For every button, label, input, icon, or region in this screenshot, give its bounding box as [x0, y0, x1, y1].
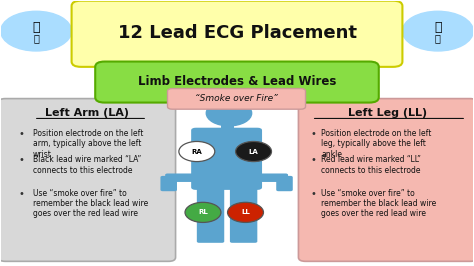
Text: “Smoke over Fire”: “Smoke over Fire” — [195, 94, 278, 103]
FancyBboxPatch shape — [165, 173, 199, 182]
FancyBboxPatch shape — [276, 176, 293, 191]
Text: Left Leg (LL): Left Leg (LL) — [348, 108, 428, 118]
Text: Limb Electrodes & Lead Wires: Limb Electrodes & Lead Wires — [138, 76, 336, 88]
FancyBboxPatch shape — [230, 185, 257, 243]
FancyBboxPatch shape — [0, 99, 175, 261]
FancyBboxPatch shape — [299, 99, 474, 261]
Text: •: • — [310, 129, 316, 139]
Text: Use “smoke over fire” to
remember the black lead wire
goes over the red lead wir: Use “smoke over fire” to remember the bl… — [33, 189, 148, 218]
FancyBboxPatch shape — [167, 89, 306, 109]
Text: •: • — [310, 156, 316, 165]
Text: •: • — [310, 189, 316, 198]
Text: RA: RA — [191, 148, 202, 155]
Text: 🧑: 🧑 — [32, 21, 40, 34]
Text: •: • — [18, 129, 25, 139]
Text: LA: LA — [249, 148, 258, 155]
Text: Use “smoke over fire” to
remember the black lead wire
goes over the red lead wir: Use “smoke over fire” to remember the bl… — [321, 189, 437, 218]
Circle shape — [206, 101, 252, 126]
Circle shape — [179, 142, 215, 161]
Text: Position electrode on the left
leg, typically above the left
ankle: Position electrode on the left leg, typi… — [321, 129, 431, 159]
Text: •: • — [18, 156, 25, 165]
Text: Black lead wire marked “LA”
connects to this electrode: Black lead wire marked “LA” connects to … — [33, 156, 141, 175]
FancyBboxPatch shape — [95, 61, 379, 103]
Text: 12 Lead ECG Placement: 12 Lead ECG Placement — [118, 24, 356, 42]
Text: 🧑: 🧑 — [434, 21, 442, 34]
Text: 💻: 💻 — [33, 33, 39, 43]
Text: Red lead wire marked “LL”
connects to this electrode: Red lead wire marked “LL” connects to th… — [321, 156, 421, 175]
FancyBboxPatch shape — [160, 176, 177, 191]
Text: LL: LL — [241, 209, 250, 215]
Text: RL: RL — [198, 209, 208, 215]
Circle shape — [228, 202, 264, 222]
Text: Position electrode on the left
arm, typically above the left
wrist: Position electrode on the left arm, typi… — [33, 129, 143, 159]
Circle shape — [236, 142, 272, 161]
Circle shape — [402, 11, 474, 51]
Circle shape — [185, 202, 221, 222]
FancyBboxPatch shape — [221, 114, 234, 132]
FancyBboxPatch shape — [254, 173, 288, 182]
FancyBboxPatch shape — [197, 185, 224, 243]
Text: Left Arm (LA): Left Arm (LA) — [45, 108, 129, 118]
Text: •: • — [18, 189, 25, 198]
FancyBboxPatch shape — [72, 1, 402, 67]
Text: 💻: 💻 — [435, 33, 441, 43]
Circle shape — [0, 11, 72, 51]
FancyBboxPatch shape — [191, 128, 262, 190]
